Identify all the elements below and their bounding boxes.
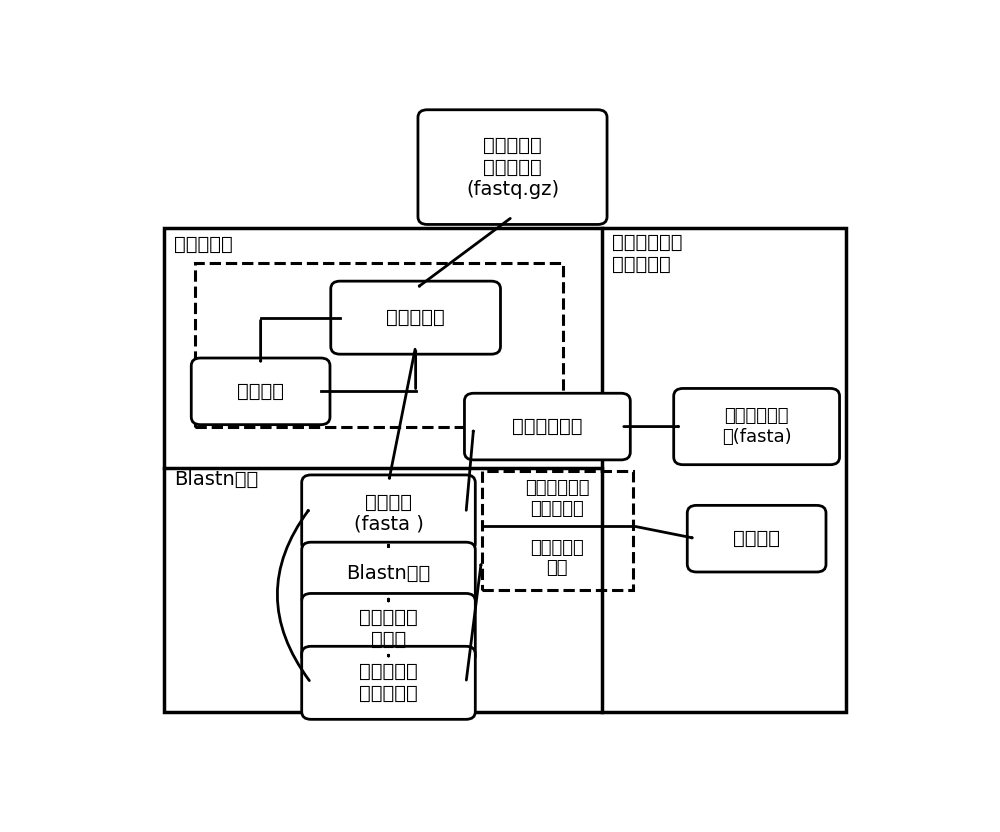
- Text: 新数据库: 新数据库: [237, 382, 284, 401]
- Text: 数据库自检: 数据库自检: [386, 308, 445, 327]
- Text: 注释结果: 注释结果: [733, 529, 780, 548]
- Bar: [482, 472, 633, 590]
- Text: Blastn比对: Blastn比对: [346, 564, 431, 583]
- Text: 短读序列提取
及统计分析: 短读序列提取 及统计分析: [612, 233, 682, 274]
- FancyBboxPatch shape: [464, 394, 630, 460]
- Text: 计算比对位置
的标准偏差: 计算比对位置 的标准偏差: [525, 479, 589, 518]
- Text: 宏病毒组测
序原始数据
(fastq.gz): 宏病毒组测 序原始数据 (fastq.gz): [466, 136, 559, 199]
- FancyBboxPatch shape: [302, 475, 475, 551]
- FancyBboxPatch shape: [302, 542, 475, 606]
- Text: Blastn分析: Blastn分析: [174, 469, 258, 488]
- Text: 短读序列数据
集(fasta): 短读序列数据 集(fasta): [722, 407, 791, 446]
- FancyBboxPatch shape: [687, 505, 826, 572]
- Bar: [164, 228, 846, 711]
- Text: 格式转换
(fasta ): 格式转换 (fasta ): [354, 493, 423, 533]
- FancyBboxPatch shape: [191, 358, 330, 424]
- Text: 单个病毒种
的注释结果: 单个病毒种 的注释结果: [359, 662, 418, 703]
- Text: 数据库更新: 数据库更新: [174, 235, 233, 254]
- Text: 短读序列数
统计: 短读序列数 统计: [530, 538, 584, 577]
- FancyBboxPatch shape: [674, 389, 840, 465]
- FancyBboxPatch shape: [302, 593, 475, 663]
- Bar: [195, 263, 563, 427]
- Text: 短读序列提取: 短读序列提取: [512, 417, 583, 436]
- FancyBboxPatch shape: [331, 281, 500, 354]
- Text: 保留最佳比
对结果: 保留最佳比 对结果: [359, 608, 418, 649]
- FancyBboxPatch shape: [418, 110, 607, 225]
- FancyBboxPatch shape: [302, 646, 475, 720]
